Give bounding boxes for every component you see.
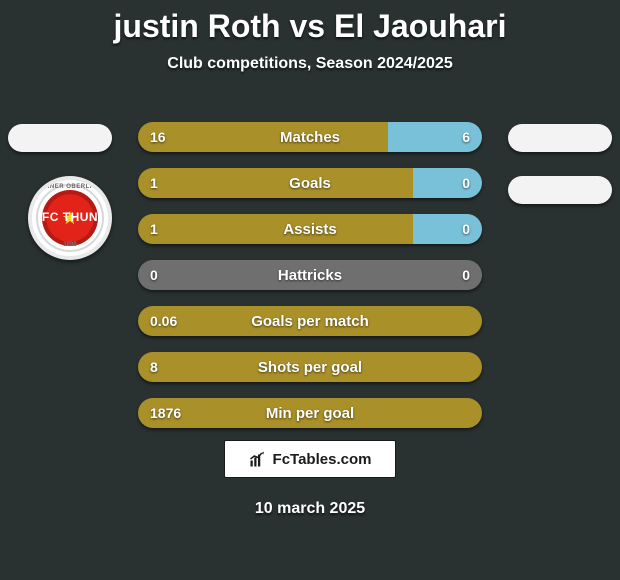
stat-label: Min per goal — [138, 398, 482, 428]
stat-right-value: 0 — [462, 168, 470, 198]
stat-right-value: 6 — [462, 122, 470, 152]
player1-avatar-slot — [8, 124, 112, 152]
stat-left-value: 0.06 — [150, 306, 177, 336]
stat-label: Shots per goal — [138, 352, 482, 382]
badge-year: 1898 — [32, 242, 108, 248]
stat-left-value: 1 — [150, 214, 158, 244]
stat-label: Assists — [138, 214, 482, 244]
page-date: 10 march 2025 — [0, 500, 620, 518]
stat-row: Matches16 6 — [138, 122, 482, 152]
player2-club-slot — [508, 176, 612, 204]
stat-left-value: 1876 — [150, 398, 181, 428]
branding-box: FcTables.com — [224, 440, 396, 478]
stat-row: Min per goal1876 — [138, 398, 482, 428]
fctables-logo-icon — [249, 450, 267, 468]
stat-left-value: 16 — [150, 122, 166, 152]
branding-label: FcTables.com — [273, 451, 372, 468]
stat-right-value: 0 — [462, 260, 470, 290]
stat-label: Goals — [138, 168, 482, 198]
stat-row: Hattricks0 0 — [138, 260, 482, 290]
stat-row: Shots per goal8 — [138, 352, 482, 382]
stat-label: Hattricks — [138, 260, 482, 290]
stat-left-value: 0 — [150, 260, 158, 290]
stat-row: Goals1 0 — [138, 168, 482, 198]
stat-label: Matches — [138, 122, 482, 152]
stat-left-value: 8 — [150, 352, 158, 382]
stat-left-value: 1 — [150, 168, 158, 198]
player2-avatar-slot — [508, 124, 612, 152]
badge-main-text: FC THUN — [32, 210, 108, 224]
player1-club-badge: BERNER OBERLAND ★ FC THUN 1898 — [28, 176, 112, 260]
stat-row: Goals per match0.06 — [138, 306, 482, 336]
stats-bars: Matches166Goals10Assists10Hattricks00Goa… — [138, 122, 482, 444]
page-title: justin Roth vs El Jaouhari — [0, 0, 620, 45]
page-subtitle: Club competitions, Season 2024/2025 — [0, 55, 620, 73]
stat-row: Assists1 0 — [138, 214, 482, 244]
stat-label: Goals per match — [138, 306, 482, 336]
stat-right-value: 0 — [462, 214, 470, 244]
